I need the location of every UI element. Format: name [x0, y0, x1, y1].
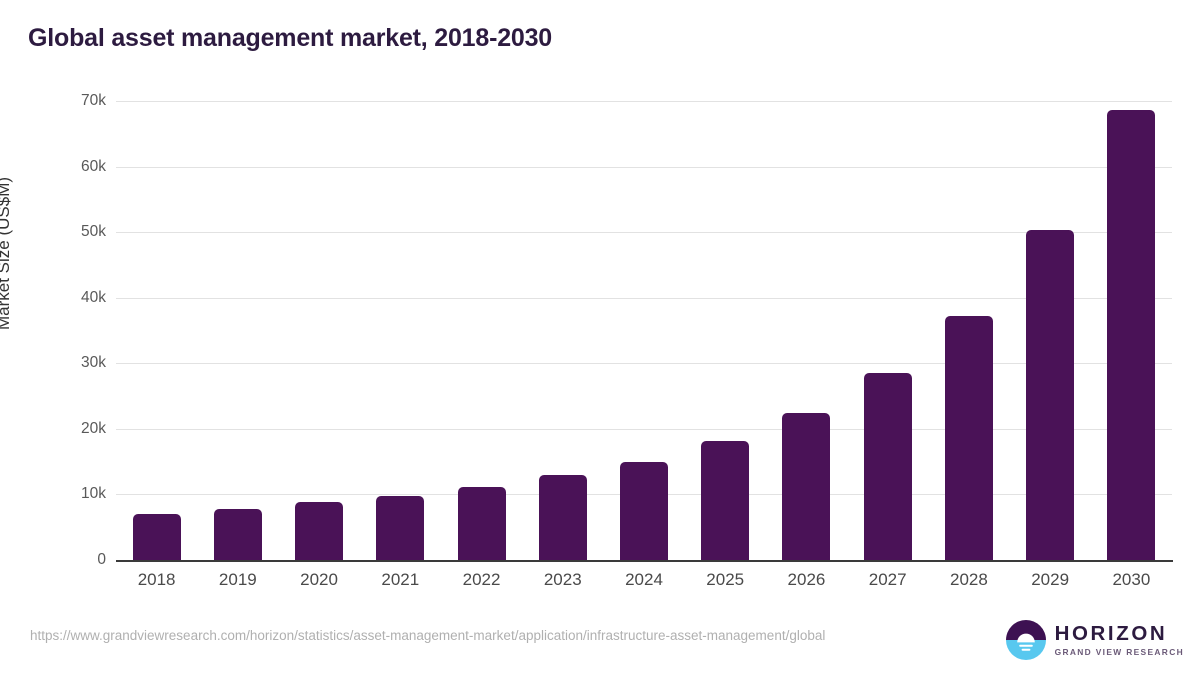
x-axis-line [116, 560, 1173, 562]
x-axis-tick-label: 2024 [625, 570, 663, 589]
gridline [116, 166, 1172, 168]
bar[interactable] [132, 514, 181, 560]
x-axis-tick-label: 2019 [218, 570, 257, 589]
bar[interactable] [538, 475, 587, 560]
bar[interactable] [295, 502, 344, 560]
x-axis-tick-label: 2021 [381, 570, 420, 589]
y-axis-tick-label: 50k [81, 223, 106, 241]
y-axis-tick-label: 60k [81, 157, 106, 175]
bar[interactable] [782, 413, 831, 560]
bar[interactable] [701, 441, 750, 560]
x-axis-tick-label: 2030 [1112, 570, 1151, 589]
x-axis-tick-label: 2029 [1031, 570, 1070, 589]
y-axis-tick-label: 70k [81, 92, 106, 109]
plot-area [116, 101, 1172, 560]
bar[interactable] [620, 461, 668, 560]
y-axis-tick-label: 20k [81, 419, 106, 437]
page-title: Global asset management market, 2018-203… [28, 24, 553, 52]
gridline [116, 232, 1172, 234]
x-axis-tick-label: 2027 [868, 570, 907, 589]
logo-tagline: GRAND VIEW RESEARCH [1054, 646, 1184, 657]
source-url[interactable]: https://www.grandviewresearch.com/horizo… [30, 628, 826, 643]
bar[interactable] [376, 496, 425, 560]
bar[interactable] [457, 486, 506, 560]
bar[interactable] [1026, 229, 1075, 560]
x-axis-tick-label: 2022 [462, 570, 501, 589]
y-axis-label: Market Size (US$M) [0, 176, 13, 330]
y-axis-tick-label: 30k [81, 354, 106, 372]
gridline [116, 363, 1172, 365]
horizon-logo-icon [1005, 620, 1046, 660]
x-axis-tick-label: 2026 [787, 570, 826, 589]
gridline [116, 428, 1172, 430]
bar[interactable] [863, 373, 912, 560]
gridline [116, 101, 1172, 102]
logo-wordmark: HORIZON [1054, 622, 1168, 646]
x-axis-tick-label: 2025 [706, 570, 745, 589]
y-axis-tick-label: 40k [81, 288, 106, 306]
bar[interactable] [1107, 109, 1156, 560]
horizon-logo: HORIZON GRAND VIEW RESEARCH [1005, 618, 1184, 662]
gridline [116, 297, 1172, 299]
bar[interactable] [213, 508, 262, 560]
x-axis-tick-label: 2023 [543, 570, 582, 589]
y-axis-tick-label: 10k [81, 485, 106, 503]
x-axis-tick-label: 2020 [300, 570, 338, 589]
x-axis-tick-label: 2018 [137, 570, 176, 589]
y-axis-tick-label: 0 [97, 551, 106, 568]
bar[interactable] [944, 316, 993, 560]
horizon-logo-text: HORIZON GRAND VIEW RESEARCH [1055, 624, 1184, 656]
x-axis-tick-label: 2028 [950, 570, 988, 589]
